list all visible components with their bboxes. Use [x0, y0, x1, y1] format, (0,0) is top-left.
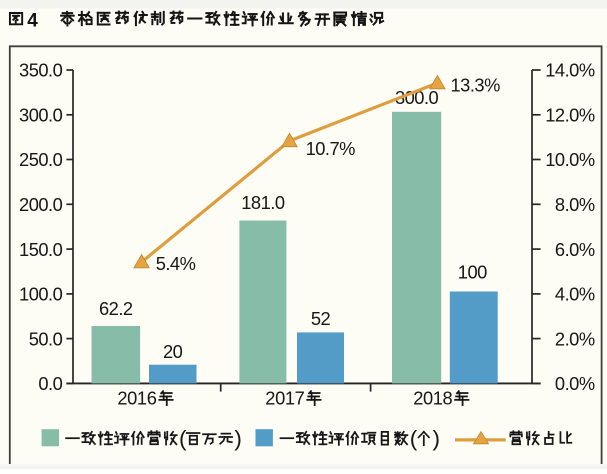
- svg-text:50.0: 50.0: [29, 328, 63, 349]
- svg-text:(: (: [410, 426, 418, 451]
- svg-text:2016: 2016: [117, 387, 156, 408]
- svg-text:14.0%: 14.0%: [545, 60, 595, 81]
- svg-text:181.0: 181.0: [241, 192, 285, 213]
- svg-text:150.0: 150.0: [19, 239, 63, 260]
- svg-text:300.0: 300.0: [395, 87, 439, 108]
- svg-text:100: 100: [458, 262, 487, 283]
- svg-text:2017: 2017: [265, 387, 304, 408]
- svg-text:): ): [433, 426, 441, 451]
- svg-text:(: (: [179, 426, 187, 451]
- svg-text:10.0%: 10.0%: [545, 149, 595, 170]
- svg-text:12.0%: 12.0%: [545, 105, 595, 126]
- svg-text:52: 52: [311, 308, 331, 329]
- svg-text:4: 4: [27, 11, 38, 32]
- svg-text:13.3%: 13.3%: [451, 74, 501, 95]
- svg-text:20: 20: [163, 341, 183, 362]
- svg-text:4.0%: 4.0%: [555, 284, 595, 305]
- svg-text:8.0%: 8.0%: [555, 194, 595, 215]
- svg-text:2018: 2018: [413, 387, 452, 408]
- svg-text:300.0: 300.0: [19, 105, 63, 126]
- svg-text:2.0%: 2.0%: [555, 328, 595, 349]
- svg-text:100.0: 100.0: [19, 284, 63, 305]
- svg-text:350.0: 350.0: [19, 60, 63, 81]
- svg-text:62.2: 62.2: [99, 298, 133, 319]
- svg-text:5.4%: 5.4%: [156, 253, 196, 274]
- svg-text:6.0%: 6.0%: [555, 239, 595, 260]
- svg-text:0.0%: 0.0%: [555, 373, 595, 394]
- svg-text:250.0: 250.0: [19, 149, 63, 170]
- svg-text:10.7%: 10.7%: [306, 138, 356, 159]
- svg-text:): ): [234, 426, 242, 451]
- svg-text:0.0: 0.0: [38, 373, 62, 394]
- svg-text:200.0: 200.0: [19, 194, 63, 215]
